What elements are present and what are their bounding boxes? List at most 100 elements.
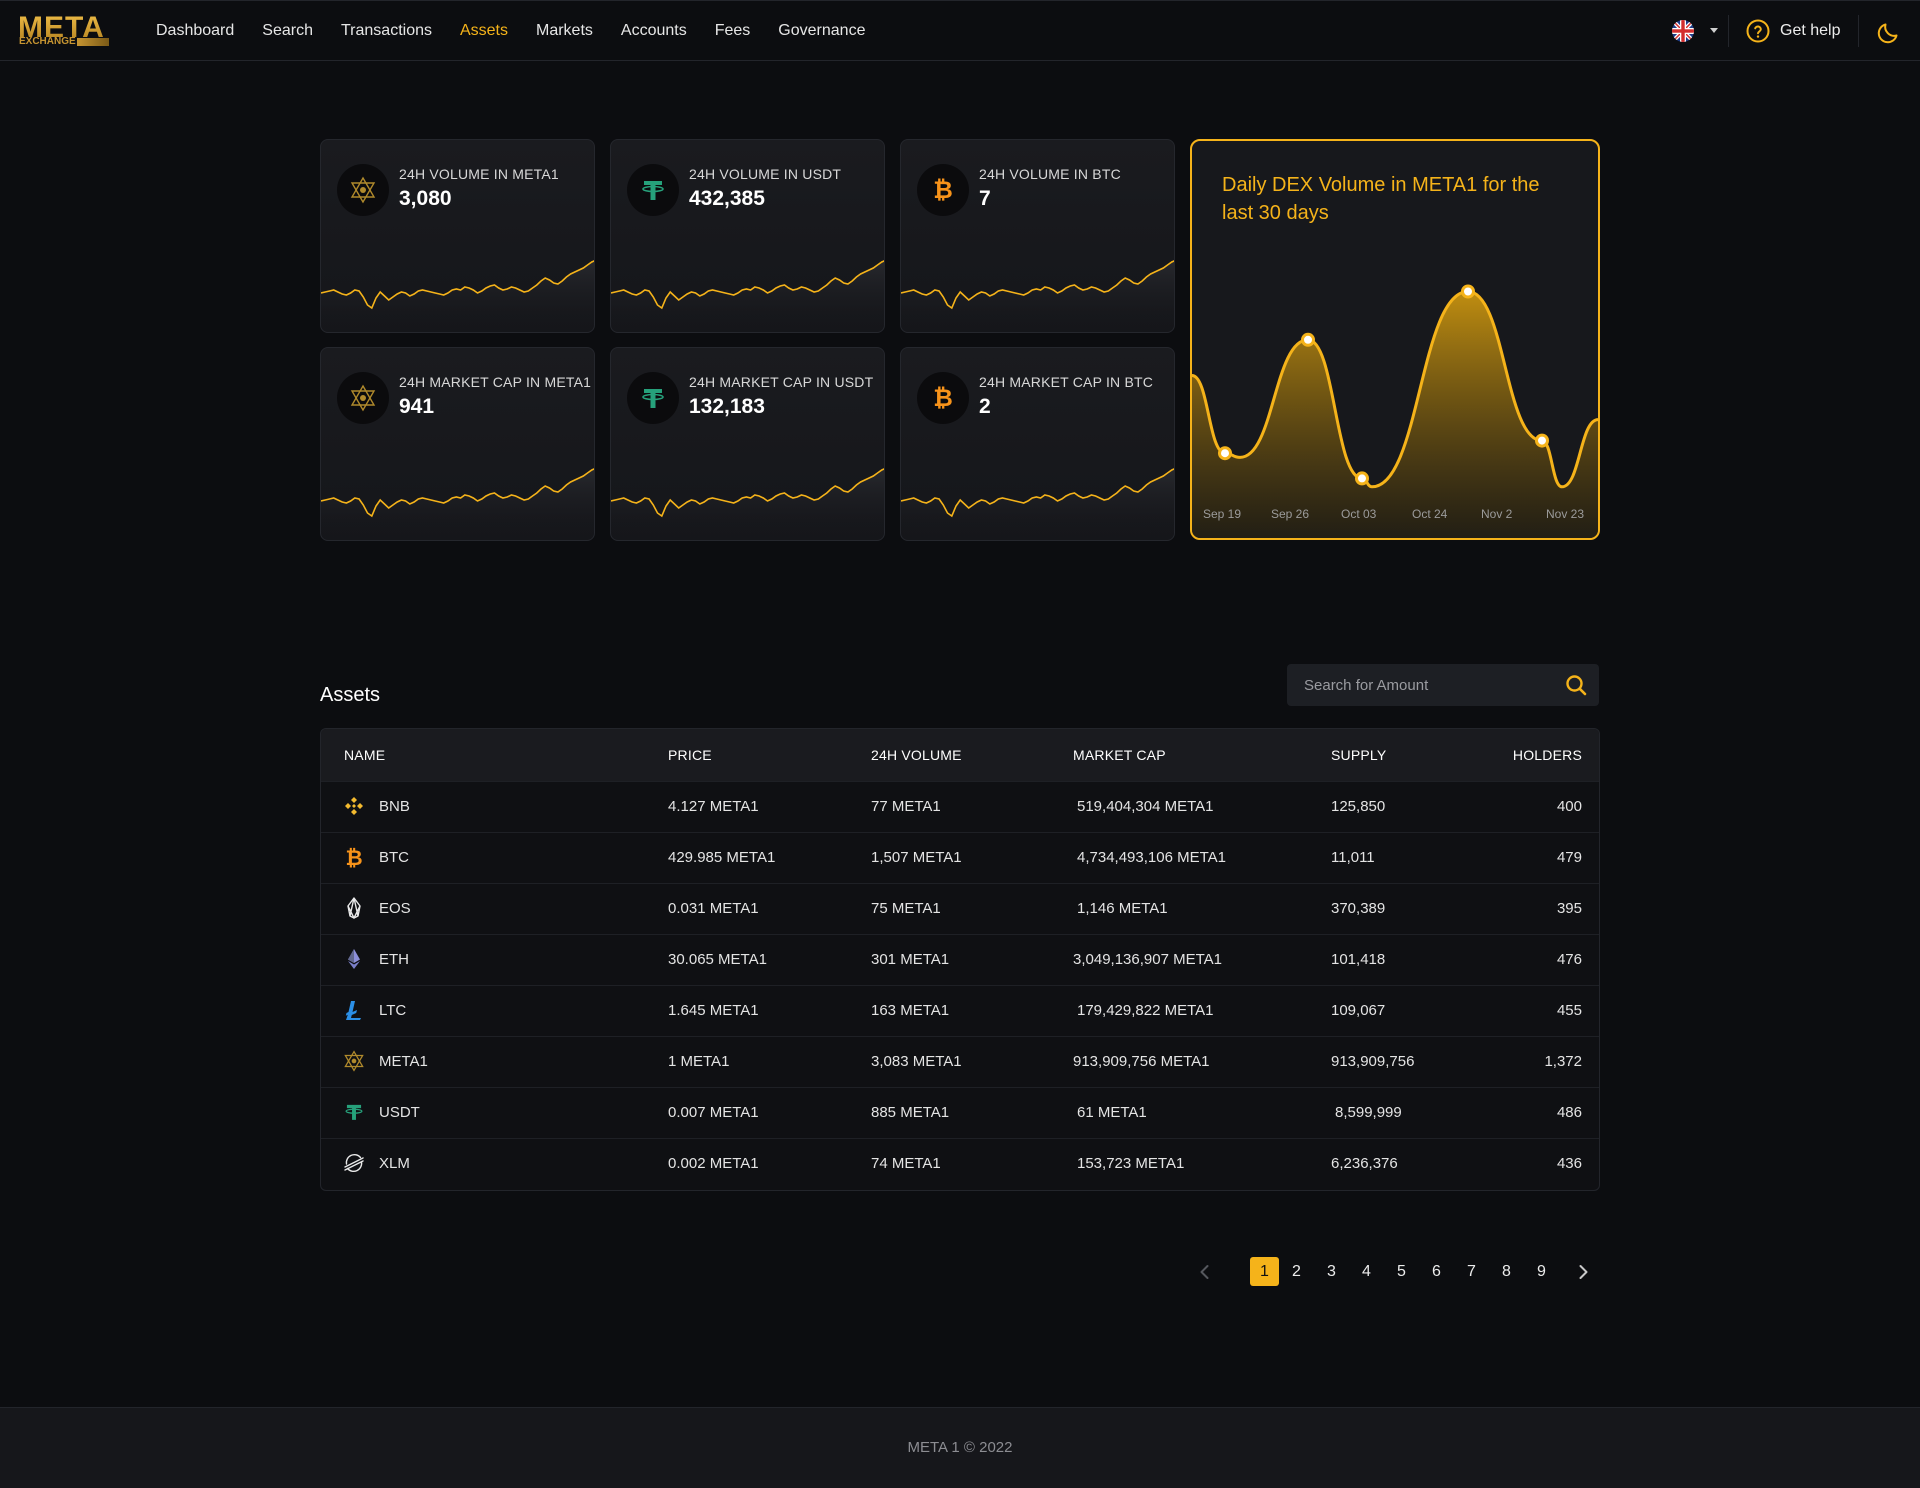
table-row[interactable]: USDT 0.007 META1 885 META1 61 META1 8,59… [321,1087,1599,1138]
eth-icon [348,949,360,969]
page-5[interactable]: 5 [1397,1263,1406,1280]
page-6[interactable]: 6 [1432,1263,1441,1280]
search-input[interactable] [1287,664,1557,706]
nav-accounts[interactable]: Accounts [620,22,687,39]
chart-data-point[interactable] [1535,433,1549,448]
asset-volume: 885 META1 [871,1104,950,1121]
stat-card-marketcap-usdt: 24H MARKET CAP IN USDT 132,183 [610,347,885,541]
chart-data-point[interactable] [1218,446,1232,461]
col-market-cap[interactable]: MARKET CAP [1073,747,1166,763]
page-1[interactable]: 1 [1250,1257,1279,1286]
stat-card-volume-usdt: 24H VOLUME IN USDT 432,385 [610,139,885,333]
chart-data-point[interactable] [1355,471,1369,486]
asset-market-cap: 519,404,304 META1 [1077,798,1214,815]
sparkline [611,260,884,332]
table-row[interactable]: ₿ BTC 429.985 META1 1,507 META1 4,734,49… [321,832,1599,883]
divider [1858,15,1859,47]
page-8[interactable]: 8 [1502,1263,1511,1280]
x-tick-label: Nov 23 [1546,507,1585,521]
col-name[interactable]: NAME [344,747,386,763]
asset-supply: 101,418 [1331,951,1386,968]
asset-name[interactable]: ETH [379,951,409,968]
table-row[interactable]: XLM 0.002 META1 74 META1 153,723 META1 6… [321,1138,1599,1189]
get-help-button[interactable]: Get help [1746,19,1840,43]
meta-exchange-logo[interactable]: META EXCHANGE [18,11,110,49]
nav-dashboard[interactable]: Dashboard [156,22,235,39]
svg-text:₿: ₿ [933,385,953,412]
asset-price: 4.127 META1 [668,798,759,815]
eos-icon [347,897,361,919]
chevron-left-icon[interactable] [1196,1263,1214,1281]
chevron-right-icon[interactable] [1574,1263,1592,1281]
table-row[interactable]: META1 1 META1 3,083 META1 913,909,756 ME… [321,1036,1599,1087]
page-2[interactable]: 2 [1292,1263,1301,1280]
asset-holders: 476 [1556,951,1582,968]
nav-fees[interactable]: Fees [714,22,751,39]
nav-search[interactable]: Search [262,22,313,39]
asset-volume: 163 META1 [871,1002,950,1019]
copyright-text: META 1 © 2022 [907,1439,1013,1456]
nav-assets[interactable]: Assets [459,22,508,39]
language-selector[interactable] [1672,20,1718,44]
stat-label: 24H VOLUME IN META1 [399,166,559,182]
logo-bar [77,38,109,46]
chart-data-point[interactable] [1301,332,1315,347]
search-icon[interactable] [1565,674,1587,696]
stat-value: 2 [979,395,991,418]
meta1-icon [337,372,389,424]
page-7[interactable]: 7 [1467,1263,1476,1280]
stat-label: 24H VOLUME IN USDT [689,166,842,182]
asset-name[interactable]: LTC [379,1002,407,1019]
col-price[interactable]: PRICE [668,747,712,763]
asset-name[interactable]: EOS [379,900,411,917]
asset-price: 429.985 META1 [668,849,776,866]
assets-heading: Assets [320,684,381,706]
sparkline [901,260,1174,332]
table-row[interactable]: EOS 0.031 META1 75 META1 1,146 META1 370… [321,883,1599,934]
svg-text:₿: ₿ [933,177,953,204]
moon-icon[interactable] [1876,19,1902,45]
chart-data-point[interactable] [1461,284,1475,299]
asset-price: 30.065 META1 [668,951,767,968]
col-holders[interactable]: HOLDERS [1512,747,1582,763]
usdt-icon [627,372,679,424]
usdt-icon [627,164,679,216]
sparkline [321,260,594,332]
asset-market-cap: 3,049,136,907 META1 [1073,951,1222,968]
asset-market-cap: 4,734,493,106 META1 [1077,849,1226,866]
top-navbar: META EXCHANGE Dashboard Search Transacti… [0,0,1920,61]
asset-name[interactable]: BTC [379,849,409,866]
nav-markets[interactable]: Markets [536,22,593,39]
btc-icon: ₿ [917,372,969,424]
table-row[interactable]: ETH 30.065 META1 301 META1 3,049,136,907… [321,934,1599,985]
table-row[interactable]: BNB 4.127 META1 77 META1 519,404,304 MET… [321,781,1599,832]
asset-volume: 74 META1 [871,1155,941,1172]
table-row[interactable]: LTC 1.645 META1 163 META1 179,429,822 ME… [321,985,1599,1036]
sparkline [901,468,1174,540]
x-tick-label: Sep 19 [1203,507,1242,521]
col-24h-volume[interactable]: 24H VOLUME [871,747,962,763]
usdt-icon [345,1104,363,1120]
assets-search [1287,664,1599,706]
uk-flag-icon [1672,20,1694,42]
meta1-icon [337,164,389,216]
col-supply[interactable]: SUPPLY [1331,747,1387,763]
stat-label: 24H MARKET CAP IN BTC [979,374,1154,390]
footer: META 1 © 2022 [0,1407,1920,1488]
sparkline [321,468,594,540]
asset-volume: 1,507 META1 [871,849,962,866]
asset-supply: 125,850 [1331,798,1386,815]
x-tick-label: Nov 2 [1481,507,1513,521]
asset-name[interactable]: BNB [379,798,410,815]
nav-governance[interactable]: Governance [778,22,866,39]
nav-transactions[interactable]: Transactions [340,22,432,39]
asset-name[interactable]: META1 [379,1053,428,1070]
page-9[interactable]: 9 [1537,1263,1546,1280]
asset-name[interactable]: XLM [379,1155,410,1172]
page-3[interactable]: 3 [1327,1263,1336,1280]
asset-volume: 77 META1 [871,798,941,815]
asset-holders: 455 [1556,1002,1582,1019]
volume-line [1192,289,1598,489]
page-4[interactable]: 4 [1362,1263,1371,1280]
asset-name[interactable]: USDT [379,1104,420,1121]
